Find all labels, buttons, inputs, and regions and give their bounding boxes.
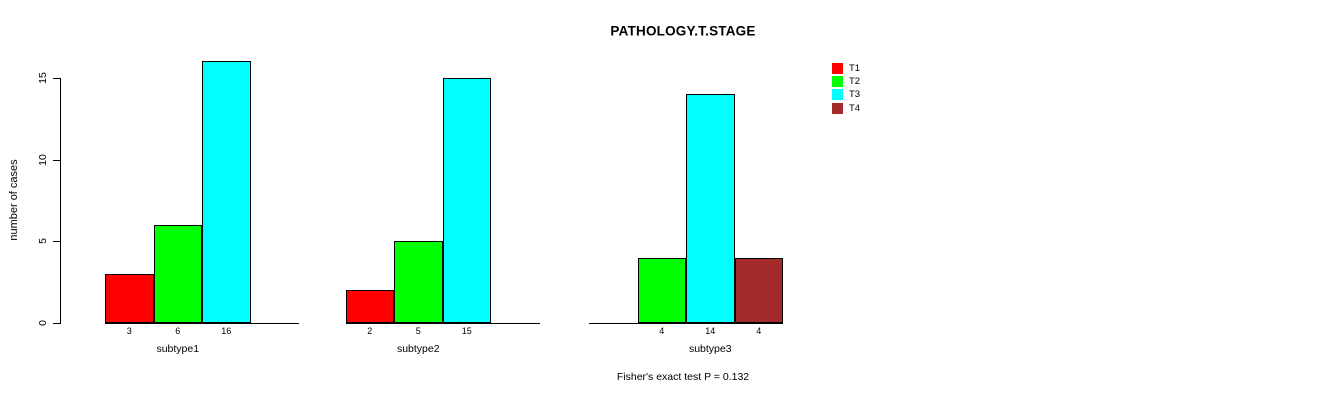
bar-value-label: 6 [175,326,181,336]
bar-value-label: 2 [367,326,373,336]
category-label-subtype2: subtype2 [396,343,440,355]
y-tick-label: 0 [37,320,49,326]
bar-subtype2-T2 [394,241,443,323]
bar-value-label: 15 [461,326,472,336]
bar-value-label: 3 [126,326,132,336]
bar-value-label: 14 [705,326,716,336]
bar-subtype3-T4 [734,257,783,323]
bar-subtype1-T3 [202,61,251,323]
y-tick-mark [53,159,60,161]
bar-subtype1-T2 [153,224,202,323]
group-baseline [345,323,540,324]
chart-title: PATHOLOGY.T.STAGE [610,23,756,39]
annotation-text: Fisher's exact test P = 0.132 [616,371,750,383]
bar-subtype3-T3 [686,94,735,323]
category-label-subtype1: subtype1 [156,343,200,355]
bar-value-label: 5 [415,326,421,336]
y-tick-label: 15 [37,71,49,84]
bar-value-label: 4 [659,326,665,336]
bar-subtype2-T1 [345,290,394,323]
y-axis-line [60,77,61,324]
group-baseline [589,323,783,324]
bar-subtype2-T3 [442,77,491,323]
y-tick-label: 5 [37,238,49,245]
y-tick-mark [53,241,60,243]
y-tick-mark [53,323,60,324]
y-tick-label: 10 [37,153,49,166]
category-label-subtype3: subtype3 [688,343,732,355]
bar-subtype1-T1 [105,273,154,323]
group-baseline [105,323,299,324]
bar-value-label: 16 [221,326,232,336]
bar-value-label: 4 [756,326,762,336]
bar-subtype3-T2 [637,257,686,323]
y-tick-mark [53,77,60,79]
